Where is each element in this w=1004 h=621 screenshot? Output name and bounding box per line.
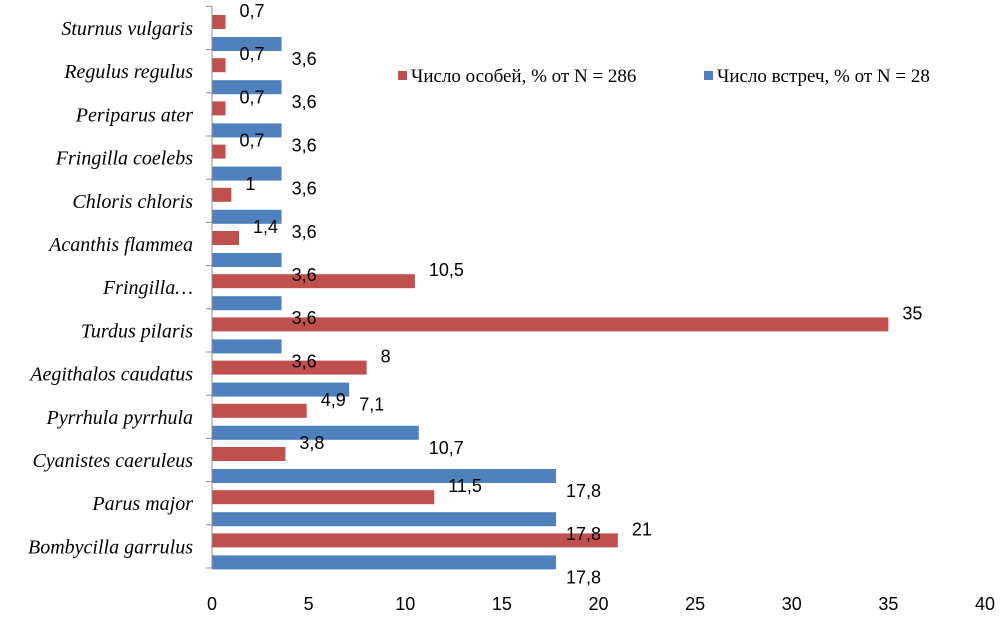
bar-encounters	[212, 469, 556, 483]
bar-encounters	[212, 166, 282, 181]
data-label-encounters: 17,8	[566, 567, 601, 587]
category-label: Turdus pilaris	[81, 320, 193, 342]
x-tick-label: 10	[395, 594, 415, 614]
bar-encounters	[212, 296, 282, 311]
data-label-encounters: 3,6	[292, 49, 317, 69]
bar-encounters	[212, 555, 556, 570]
x-tick-label: 40	[975, 594, 995, 614]
bar-encounters	[212, 253, 282, 267]
bar-encounters	[212, 80, 282, 95]
category-label: Pyrrhula pyrrhula	[46, 407, 194, 429]
category-label: Bombycilla garrulus	[28, 536, 193, 558]
data-label-individuals: 35	[902, 303, 922, 323]
data-label-encounters: 3,6	[292, 351, 317, 371]
data-label-encounters: 7,1	[359, 395, 384, 415]
data-label-individuals: 0,7	[240, 131, 265, 151]
legend-swatch-individuals	[398, 71, 407, 80]
bar-encounters	[212, 512, 556, 527]
data-label-encounters: 3,6	[292, 135, 317, 155]
data-label-encounters: 3,6	[292, 308, 317, 328]
x-tick-label: 20	[588, 594, 608, 614]
bar-encounters	[212, 123, 282, 138]
bar-encounters	[212, 339, 282, 354]
data-label-individuals: 11,5	[448, 476, 482, 496]
category-label: Periparus ater	[75, 104, 193, 126]
legend-label-individuals: Число особей, % от N = 286	[411, 66, 636, 87]
data-label-individuals: 1,4	[253, 217, 278, 237]
data-label-individuals: 0,7	[240, 44, 265, 64]
bar-individuals	[212, 533, 618, 548]
bar-individuals	[212, 101, 226, 116]
bar-individuals	[212, 15, 226, 29]
data-label-encounters: 3,6	[292, 222, 317, 242]
data-labels-group: 2117,811,517,83,817,84,910,787,1353,610,…	[240, 1, 923, 587]
data-label-individuals: 0,7	[240, 87, 265, 107]
x-tick-label: 15	[492, 594, 512, 614]
data-label-individuals: 21	[632, 519, 652, 539]
data-label-encounters: 17,8	[566, 524, 601, 544]
legend-label-encounters: Число встреч, % от N = 28	[717, 66, 930, 87]
legend: Число особей, % от N = 286 Число встреч,…	[398, 66, 930, 87]
data-label-individuals: 1	[245, 174, 255, 194]
bars-group	[212, 15, 889, 570]
bar-individuals	[212, 490, 435, 505]
category-label: Fringilla coelebs	[55, 148, 193, 170]
category-label: Acanthis flammea	[47, 234, 193, 256]
bar-individuals	[212, 403, 307, 418]
bar-individuals	[212, 231, 240, 245]
bar-individuals	[212, 58, 226, 73]
legend-item-encounters: Число встреч, % от N = 28	[704, 66, 930, 87]
data-label-individuals: 8	[381, 347, 391, 367]
data-label-encounters: 10,7	[429, 438, 464, 458]
x-tick-label: 5	[304, 594, 314, 614]
bar-individuals	[212, 447, 286, 461]
data-label-individuals: 0,7	[240, 1, 265, 21]
category-label: Aegithalos caudatus	[28, 364, 193, 386]
bar-individuals	[212, 187, 232, 202]
data-label-individuals: 4,9	[321, 390, 346, 410]
x-tick-label: 35	[878, 594, 898, 614]
x-tick-label: 0	[207, 594, 217, 614]
category-label: Parus major	[91, 493, 193, 515]
bar-individuals	[212, 144, 226, 159]
legend-swatch-encounters	[704, 71, 713, 80]
data-label-encounters: 3,6	[292, 179, 317, 199]
legend-item-individuals: Число особей, % от N = 286	[398, 66, 636, 87]
bar-encounters	[212, 209, 282, 224]
data-label-encounters: 17,8	[566, 481, 601, 501]
bar-individuals	[212, 360, 367, 375]
data-label-individuals: 3,8	[299, 433, 324, 453]
bar-individuals	[212, 317, 889, 332]
bar-encounters	[212, 382, 350, 397]
bar-individuals	[212, 274, 415, 289]
x-tick-label: 25	[685, 594, 705, 614]
data-label-individuals: 10,5	[429, 260, 464, 280]
bar-encounters	[212, 425, 419, 440]
data-label-encounters: 3,6	[292, 92, 317, 112]
category-label: Regulus regulus	[63, 61, 193, 83]
x-axis-ticks-group: 0 5 10 15 20 25 30 35 40	[206, 5, 995, 614]
bar-encounters	[212, 37, 282, 51]
data-label-encounters: 3,6	[292, 265, 317, 285]
category-label: Chloris chloris	[72, 191, 193, 213]
category-label: Cyanistes caeruleus	[32, 450, 193, 472]
x-tick-label: 30	[782, 594, 802, 614]
category-labels-group: Bombycilla garrulus Parus major Cyanistes …	[28, 18, 193, 558]
category-label: Fringilla…	[102, 277, 193, 299]
category-label: Sturnus vulgaris	[61, 18, 193, 40]
